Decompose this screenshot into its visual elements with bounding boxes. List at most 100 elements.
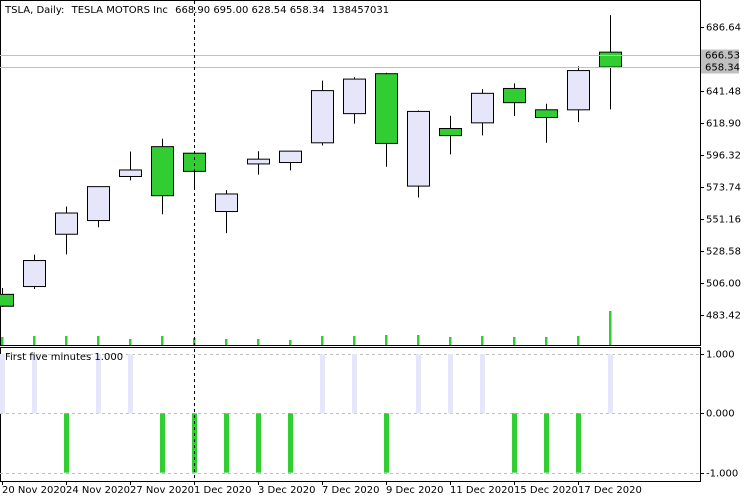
x-tick-label: 17 Dec 2020 bbox=[578, 485, 642, 496]
candle-body bbox=[407, 110, 430, 187]
volume-bar bbox=[545, 336, 548, 345]
axes: 686.64 641.48 618.90 596.32 573.74 551.16 528.… bbox=[2, 23, 741, 496]
candle-body bbox=[247, 158, 270, 165]
indicator-bar bbox=[64, 413, 69, 473]
indicator-bar bbox=[544, 413, 549, 473]
sub-plot bbox=[0, 353, 700, 474]
indicator-bar bbox=[32, 353, 37, 414]
candle-body bbox=[535, 109, 558, 119]
x-tick-label: 24 Nov 2020 bbox=[66, 485, 130, 496]
volume-bar bbox=[1, 336, 4, 345]
volume-bar bbox=[577, 336, 580, 345]
volume-bar bbox=[289, 339, 292, 345]
low-value: 628.54 bbox=[252, 5, 287, 16]
open-value: 668.90 bbox=[175, 5, 210, 16]
price-label-bg bbox=[701, 49, 739, 62]
y-tick-label: 1.000 bbox=[706, 350, 735, 361]
volume-bar bbox=[161, 336, 164, 345]
volume-bar bbox=[321, 336, 324, 345]
volume-bar bbox=[33, 336, 36, 345]
candle-body bbox=[55, 212, 78, 235]
volume-bar bbox=[225, 339, 228, 345]
x-tick-label: 1 Dec 2020 bbox=[194, 485, 252, 496]
indicator-bar bbox=[224, 413, 229, 473]
x-tick-label: 7 Dec 2020 bbox=[322, 485, 380, 496]
candle-body bbox=[119, 169, 142, 177]
candle-body bbox=[87, 186, 110, 222]
y-tick-label: 596.32 bbox=[706, 151, 741, 162]
y-tick-label: 506.00 bbox=[706, 279, 741, 290]
y-tick-label: 573.74 bbox=[706, 183, 741, 194]
indicator-bar bbox=[576, 413, 581, 473]
indicator-bar bbox=[288, 413, 293, 473]
volume-bar bbox=[193, 338, 196, 345]
volume-bar bbox=[449, 336, 452, 345]
candle-body bbox=[151, 146, 174, 197]
candle-body bbox=[471, 92, 494, 124]
candle-body bbox=[311, 90, 334, 144]
price-label: 666.53 bbox=[705, 51, 740, 62]
volume-bar bbox=[385, 335, 388, 345]
candle-body bbox=[0, 293, 14, 307]
candle-body bbox=[567, 70, 590, 111]
indicator-bar bbox=[192, 413, 197, 473]
high-value: 695.00 bbox=[213, 5, 248, 16]
main-plot bbox=[0, 15, 700, 345]
indicator-bar bbox=[160, 413, 165, 473]
indicator-bar bbox=[352, 353, 357, 414]
indicator-title: First five minutes 1.000 bbox=[5, 352, 123, 363]
volume-value: 138457031 bbox=[332, 5, 389, 16]
close-value: 658.34 bbox=[290, 5, 325, 16]
volume-bar bbox=[417, 335, 420, 345]
indicator-bar bbox=[320, 353, 325, 414]
volume-bar bbox=[129, 339, 132, 345]
candle-body bbox=[215, 193, 238, 213]
y-tick-label: 551.16 bbox=[706, 215, 741, 226]
volume-bar bbox=[97, 336, 100, 345]
y-tick-label: -1.000 bbox=[706, 469, 738, 480]
indicator-bar bbox=[256, 413, 261, 473]
indicator-bar bbox=[480, 353, 485, 414]
candle-body bbox=[343, 78, 366, 115]
x-tick-label: 15 Dec 2020 bbox=[514, 485, 578, 496]
candle-body bbox=[23, 260, 46, 288]
x-tick-label: 3 Dec 2020 bbox=[258, 485, 316, 496]
price-label-bg bbox=[701, 61, 739, 74]
y-tick-label: 641.48 bbox=[706, 87, 741, 98]
y-tick-label: 528.58 bbox=[706, 247, 741, 258]
indicator-bar bbox=[416, 353, 421, 414]
indicator-bar bbox=[0, 353, 5, 414]
candle-body bbox=[279, 150, 302, 164]
indicator-bar bbox=[448, 353, 453, 414]
candle-body bbox=[375, 73, 398, 144]
volume-bar bbox=[513, 336, 516, 345]
header: TSLA, Daily: TESLA MOTORS Inc 668.90 695… bbox=[4, 5, 389, 16]
indicator-bar bbox=[96, 353, 101, 414]
volume-bar bbox=[65, 336, 68, 345]
x-tick-label: 27 Nov 2020 bbox=[130, 485, 194, 496]
volume-bar bbox=[481, 336, 484, 345]
x-tick-label: 9 Dec 2020 bbox=[386, 485, 444, 496]
indicator-bar bbox=[512, 413, 517, 473]
x-tick-label: 11 Dec 2020 bbox=[450, 485, 514, 496]
x-tick-label: 20 Nov 2020 bbox=[2, 485, 66, 496]
indicator-bar bbox=[608, 353, 613, 414]
candle-body bbox=[439, 128, 462, 137]
sub-frame bbox=[0, 347, 701, 482]
volume-bar bbox=[257, 339, 260, 345]
symbol: TSLA, Daily: bbox=[4, 5, 64, 16]
volume-bar bbox=[609, 311, 612, 345]
candle-body bbox=[599, 51, 622, 68]
y-tick-label: 0.000 bbox=[706, 409, 735, 420]
y-tick-label: 686.64 bbox=[706, 23, 741, 34]
price-label: 658.34 bbox=[705, 63, 740, 74]
y-tick-label: 483.42 bbox=[706, 311, 741, 322]
candle-body bbox=[503, 87, 526, 104]
indicator-bar bbox=[128, 353, 133, 414]
volume-bar bbox=[353, 336, 356, 345]
y-tick-label: 618.90 bbox=[706, 119, 741, 130]
main-frame bbox=[0, 0, 701, 346]
indicator-bar bbox=[384, 413, 389, 473]
description: TESLA MOTORS Inc bbox=[71, 5, 168, 16]
